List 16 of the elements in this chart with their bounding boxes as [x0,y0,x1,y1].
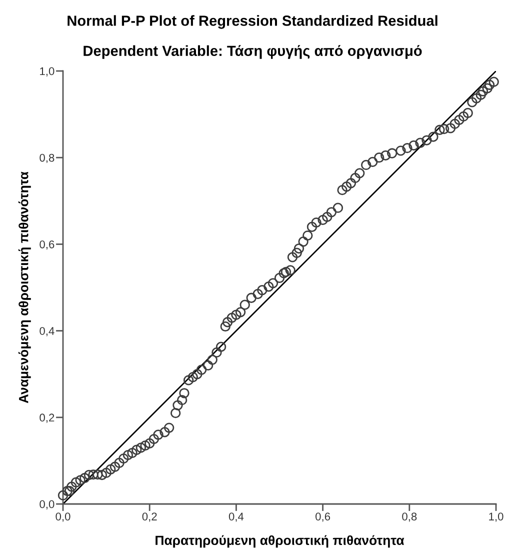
x-tick-label: 0,0 [56,512,70,522]
y-axis-title: Αναμενόμενη αθροιστική πιθανότητα [18,172,31,404]
x-tick-label: 0,2 [142,512,157,522]
chart-subtitle: Dependent Variable: Τάση φυγής από οργανισμό [84,45,422,59]
chart-title: Normal P-P Plot of Regression Standardized Residual [68,15,438,29]
y-tick-label: 0,4 [40,327,54,336]
y-tick-label: 0,2 [40,414,54,423]
y-tick-label: 0,6 [40,240,54,250]
x-tick-label: 0,4 [228,512,244,522]
y-tick-label: 0,0 [40,500,54,510]
x-axis-title: Παρατηρούμενη αθροιστική πιθανότητα [156,535,404,548]
y-tick-label: 0,8 [40,154,54,164]
x-tick-label: 1,0 [489,512,504,522]
x-tick-label: 0,6 [316,512,330,522]
x-tick-label: 0,8 [402,512,417,522]
y-tick-label: 1,0 [40,67,54,76]
